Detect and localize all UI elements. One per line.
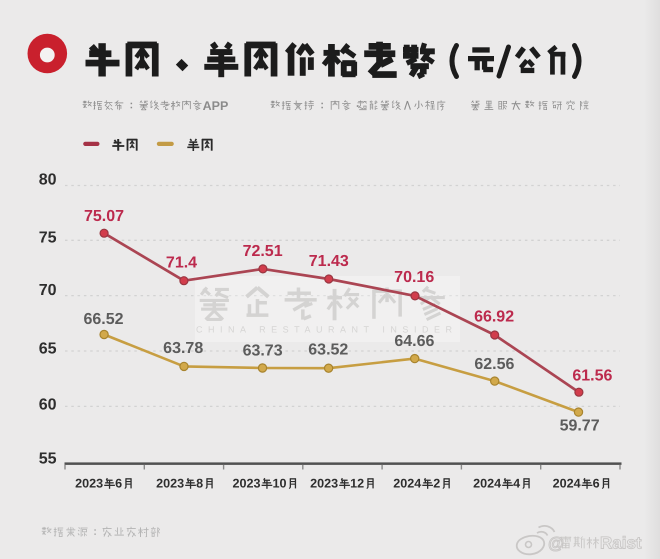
- svg-text:71.4: 71.4: [166, 255, 197, 272]
- svg-text:2024: 2024: [553, 477, 581, 491]
- svg-text:2023: 2023: [75, 477, 103, 491]
- svg-text:64.66: 64.66: [394, 333, 434, 350]
- svg-text:75.07: 75.07: [84, 208, 124, 225]
- svg-text:10: 10: [273, 477, 287, 491]
- svg-text:12: 12: [350, 477, 364, 491]
- svg-text:6: 6: [593, 477, 600, 491]
- svg-text:71.43: 71.43: [309, 253, 349, 270]
- svg-text:66.52: 66.52: [83, 311, 123, 328]
- svg-text:Raist: Raist: [600, 534, 642, 553]
- svg-text:63.52: 63.52: [308, 341, 348, 358]
- svg-text:4: 4: [513, 477, 520, 491]
- svg-text:80: 80: [39, 172, 57, 189]
- svg-text:66.92: 66.92: [474, 309, 514, 326]
- svg-text:72.51: 72.51: [243, 243, 283, 260]
- svg-text:65: 65: [39, 340, 57, 357]
- svg-text:8: 8: [196, 477, 203, 491]
- svg-text:2024: 2024: [393, 477, 421, 491]
- svg-text:2023: 2023: [310, 477, 338, 491]
- svg-text:@: @: [548, 535, 564, 553]
- svg-text:59.77: 59.77: [560, 418, 600, 435]
- svg-text:70: 70: [39, 282, 57, 299]
- svg-text:APP: APP: [203, 99, 229, 113]
- svg-text:61.56: 61.56: [572, 368, 612, 385]
- svg-text:60: 60: [39, 396, 57, 413]
- svg-text:2023: 2023: [156, 477, 184, 491]
- svg-text:63.78: 63.78: [163, 340, 203, 357]
- svg-text:70.16: 70.16: [394, 269, 434, 286]
- svg-text:2024: 2024: [473, 477, 501, 491]
- svg-text:2: 2: [433, 477, 440, 491]
- svg-text:62.56: 62.56: [474, 356, 514, 373]
- svg-text:2023: 2023: [233, 477, 261, 491]
- svg-text:63.73: 63.73: [243, 343, 283, 360]
- svg-text:6: 6: [115, 477, 122, 491]
- svg-text:55: 55: [39, 451, 57, 468]
- svg-text:75: 75: [39, 229, 57, 246]
